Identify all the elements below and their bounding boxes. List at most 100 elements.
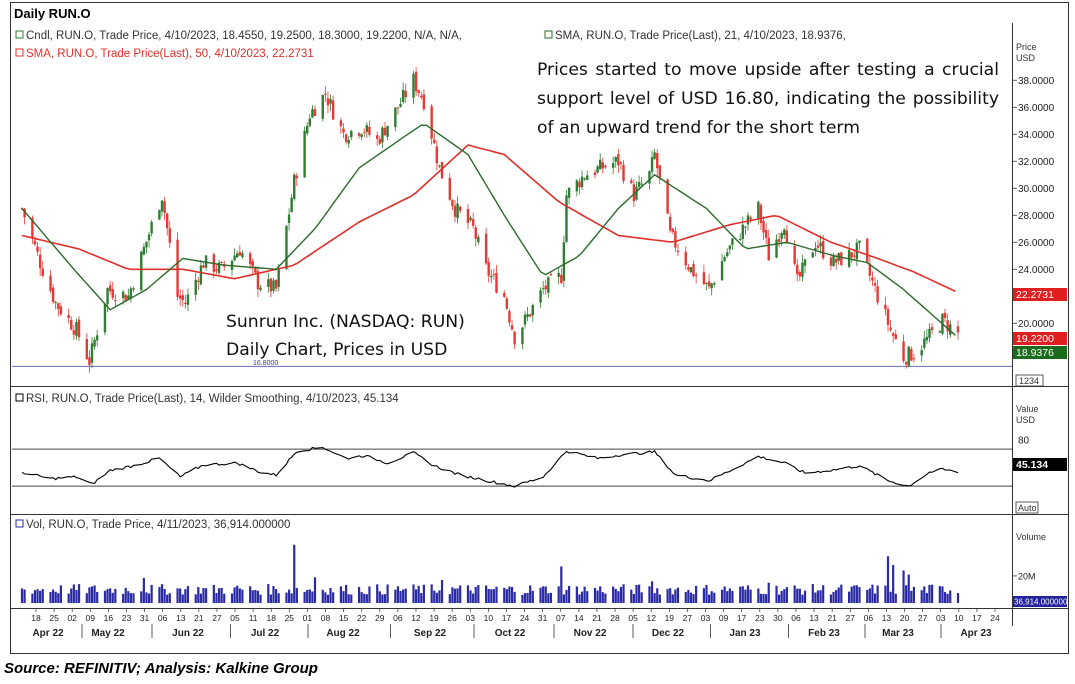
candle-body bbox=[793, 245, 796, 264]
x-day-label: 13 bbox=[882, 613, 892, 623]
candle-body bbox=[891, 333, 895, 336]
volume-bar bbox=[176, 588, 179, 603]
candle-body bbox=[676, 250, 680, 253]
candle-body bbox=[132, 288, 135, 290]
volume-bar bbox=[894, 593, 897, 603]
volume-bar bbox=[49, 591, 52, 603]
candle-body bbox=[311, 109, 314, 118]
candle-body bbox=[321, 95, 324, 119]
volume-bar bbox=[233, 587, 236, 603]
volume-bar bbox=[549, 592, 553, 603]
candle-body bbox=[575, 180, 579, 192]
candle-body bbox=[394, 107, 397, 128]
volume-bar bbox=[658, 594, 661, 603]
candle-body bbox=[720, 261, 724, 281]
candle-body bbox=[925, 336, 929, 341]
candle-body bbox=[656, 152, 659, 169]
candle-body bbox=[438, 165, 441, 167]
candle-body bbox=[705, 282, 708, 284]
volume-bar bbox=[295, 587, 298, 603]
x-day-label: 09 bbox=[86, 613, 96, 623]
candle-body bbox=[508, 311, 511, 323]
volume-bar bbox=[702, 588, 706, 603]
candle-body bbox=[176, 239, 179, 297]
candle-body bbox=[365, 125, 369, 132]
volume-bar bbox=[360, 592, 363, 603]
candle-body bbox=[816, 245, 820, 248]
volume-bar bbox=[31, 593, 34, 603]
volume-bar bbox=[928, 584, 931, 603]
volume-bar bbox=[23, 589, 26, 603]
candle-body bbox=[417, 90, 420, 94]
legend-sma21: SMA, RUN.O, Trade Price(Last), 21, 4/10/… bbox=[544, 30, 846, 42]
volume-bar bbox=[326, 594, 330, 603]
volume-bar bbox=[892, 565, 895, 603]
candle-body bbox=[466, 208, 470, 223]
candle-body bbox=[803, 259, 807, 266]
volume-bar bbox=[306, 590, 309, 603]
counter-frame bbox=[1015, 374, 1044, 387]
rsi-last-value-label: 45.134 bbox=[1016, 459, 1048, 471]
volume-bar bbox=[33, 590, 37, 603]
volume-bar bbox=[396, 586, 400, 603]
volume-bar bbox=[472, 593, 475, 603]
candle-body bbox=[840, 252, 843, 266]
x-day-label: 05 bbox=[230, 613, 240, 623]
candle-body bbox=[547, 277, 550, 293]
volume-bar bbox=[179, 588, 182, 603]
x-day-label: 22 bbox=[357, 613, 367, 623]
candle-body bbox=[492, 274, 496, 276]
candle-body bbox=[531, 305, 534, 316]
volume-bar bbox=[259, 594, 262, 603]
candle-body bbox=[775, 239, 778, 258]
volume-bar bbox=[886, 556, 890, 603]
volume-bar bbox=[531, 590, 534, 603]
volume-bar bbox=[601, 592, 604, 603]
volume-bar bbox=[635, 584, 638, 603]
volume-bar bbox=[759, 593, 763, 603]
volume-bar bbox=[394, 589, 397, 603]
volume-bar bbox=[199, 593, 203, 603]
volume-bar bbox=[801, 594, 804, 603]
candle-body bbox=[614, 157, 617, 162]
volume-bar bbox=[617, 591, 620, 603]
candle-body bbox=[886, 309, 890, 325]
volume-bar bbox=[884, 585, 887, 603]
volume-bar bbox=[158, 587, 161, 603]
candle-body bbox=[648, 171, 651, 184]
volume-bar bbox=[767, 582, 770, 603]
candle-body bbox=[894, 334, 897, 340]
auto-label: Auto bbox=[1018, 503, 1037, 513]
x-day-label: 15 bbox=[339, 613, 349, 623]
volume-bar bbox=[36, 589, 39, 603]
x-day-label: 05 bbox=[628, 613, 638, 623]
x-day-label: 23 bbox=[755, 613, 765, 623]
volume-bar bbox=[492, 589, 495, 603]
candle-body bbox=[858, 240, 861, 243]
volume-bar bbox=[889, 591, 892, 603]
volume-bar bbox=[399, 590, 402, 603]
moving-averages bbox=[21, 124, 956, 336]
volume-bar bbox=[840, 584, 843, 603]
candle-body bbox=[684, 251, 687, 266]
volume-bar bbox=[744, 589, 747, 603]
candle-body bbox=[580, 176, 584, 188]
candle-body bbox=[956, 326, 960, 333]
candle-body bbox=[277, 268, 280, 287]
candle-body bbox=[910, 348, 913, 361]
volume-bar bbox=[583, 586, 586, 603]
x-day-label: 20 bbox=[900, 613, 910, 623]
rsi-line bbox=[21, 446, 959, 488]
volume-bar bbox=[640, 592, 643, 603]
auto-frame bbox=[1015, 501, 1039, 514]
volume-bar bbox=[435, 592, 438, 603]
volume-bar bbox=[873, 593, 877, 603]
x-day-label: 13 bbox=[809, 613, 819, 623]
volume-bar bbox=[586, 591, 589, 603]
volume-bar bbox=[285, 592, 288, 603]
volume-bar bbox=[440, 579, 444, 603]
volume-bar bbox=[529, 585, 532, 603]
volume-bar bbox=[855, 585, 858, 603]
volume-bar bbox=[365, 594, 368, 603]
volume-bar bbox=[912, 586, 916, 603]
